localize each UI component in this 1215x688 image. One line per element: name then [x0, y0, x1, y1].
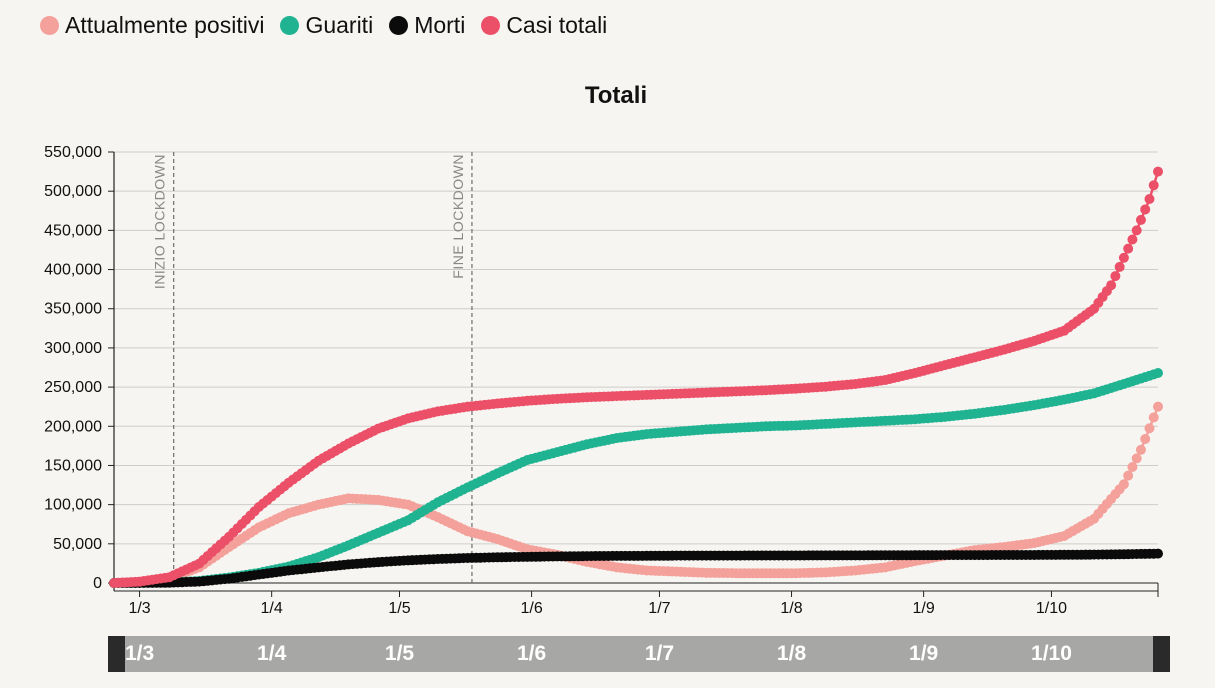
legend-item-guariti[interactable]: Guariti — [280, 12, 373, 39]
data-point — [1110, 271, 1121, 282]
series-morti — [109, 548, 1163, 588]
legend-item-attualmente-positivi[interactable]: Attualmente positivi — [40, 12, 264, 39]
y-axis: 0 50,000 100,000 150,000 200,000 250,000 300,0… — [44, 144, 115, 592]
x-tick-label: 1/6 — [520, 600, 542, 617]
y-tick-label: 550,000 — [44, 144, 102, 161]
data-point — [1131, 453, 1142, 464]
x-tick-label: 1/10 — [1036, 600, 1067, 617]
y-tick-label: 0 — [93, 575, 102, 592]
y-tick-label: 150,000 — [44, 457, 102, 474]
data-point — [1123, 243, 1134, 254]
annotations: INIZIO LOCKDOWN FINE LOCKDOWN — [152, 152, 473, 583]
data-point — [1153, 401, 1163, 412]
data-point — [1106, 280, 1117, 291]
x-tick-label: 1/4 — [261, 600, 283, 617]
brush-label: 1/10 — [1031, 642, 1072, 665]
y-tick-label: 350,000 — [44, 301, 102, 318]
annotation-label: INIZIO LOCKDOWN — [152, 154, 168, 289]
x-tick-label: 1/9 — [913, 600, 935, 617]
data-point — [1140, 434, 1151, 445]
data-point — [1148, 412, 1159, 423]
data-point — [1135, 444, 1146, 455]
x-tick-label: 1/7 — [648, 600, 670, 617]
data-point — [1118, 479, 1129, 490]
legend-item-morti[interactable]: Morti — [389, 12, 465, 39]
x-tick-label: 1/8 — [780, 600, 802, 617]
time-brush[interactable]: 1/3 1/4 1/5 1/6 1/7 1/8 1/9 1/10 — [108, 636, 1170, 672]
data-point — [1135, 214, 1146, 225]
data-point — [1123, 470, 1134, 481]
series-casi-totali — [109, 166, 1163, 588]
brush-label: 1/3 — [124, 642, 155, 665]
brush-label: 1/9 — [909, 642, 939, 665]
legend-label: Guariti — [305, 12, 374, 38]
series-attualmente-positivi — [109, 401, 1163, 588]
series-layer — [109, 166, 1163, 588]
brush-handle-left[interactable] — [108, 636, 125, 672]
brush-label: 1/5 — [384, 642, 415, 665]
legend: Attualmente positivi Guariti Morti Casi … — [40, 12, 607, 39]
data-point — [1144, 423, 1155, 434]
data-point — [1144, 194, 1155, 205]
x-tick-label: 1/3 — [128, 600, 150, 617]
annotation-label: FINE LOCKDOWN — [450, 154, 466, 279]
legend-label: Morti — [414, 12, 466, 38]
chart-title: Totali — [584, 82, 648, 109]
legend-dot-guariti — [280, 16, 300, 35]
data-point — [1148, 180, 1159, 191]
x-tick-label: 1/5 — [388, 600, 410, 617]
x-axis: 1/3 1/4 1/5 1/6 1/7 1/8 1/9 1/10 — [114, 583, 1159, 617]
y-tick-label: 50,000 — [53, 536, 102, 553]
legend-dot-attualmente-positivi — [40, 16, 59, 35]
y-tick-label: 300,000 — [44, 340, 102, 357]
legend-item-casi-totali[interactable]: Casi totali — [481, 12, 607, 39]
y-tick-label: 200,000 — [44, 418, 102, 435]
data-point — [1127, 234, 1138, 245]
brush-label: 1/8 — [776, 642, 807, 665]
legend-dot-morti — [389, 16, 409, 35]
brush-handle-right[interactable] — [1153, 636, 1170, 672]
data-point — [1118, 252, 1129, 263]
data-point — [1127, 462, 1138, 473]
y-tick-label: 500,000 — [44, 183, 102, 200]
legend-label: Attualmente positivi — [65, 12, 265, 38]
data-point — [1153, 548, 1163, 559]
data-point — [1153, 166, 1163, 177]
data-point — [1140, 204, 1151, 215]
legend-dot-casi-totali — [481, 16, 501, 35]
legend-label: Casi totali — [506, 12, 608, 38]
brush-label: 1/7 — [644, 642, 675, 665]
y-tick-label: 400,000 — [44, 262, 102, 279]
data-point — [1153, 367, 1163, 378]
y-tick-label: 450,000 — [44, 222, 102, 239]
grid — [114, 151, 1158, 584]
brush-label: 1/4 — [257, 642, 287, 665]
data-point — [1131, 225, 1142, 236]
y-tick-label: 250,000 — [44, 379, 102, 396]
y-tick-label: 100,000 — [44, 497, 102, 514]
brush-label: 1/6 — [516, 642, 547, 665]
data-point — [1114, 261, 1125, 272]
